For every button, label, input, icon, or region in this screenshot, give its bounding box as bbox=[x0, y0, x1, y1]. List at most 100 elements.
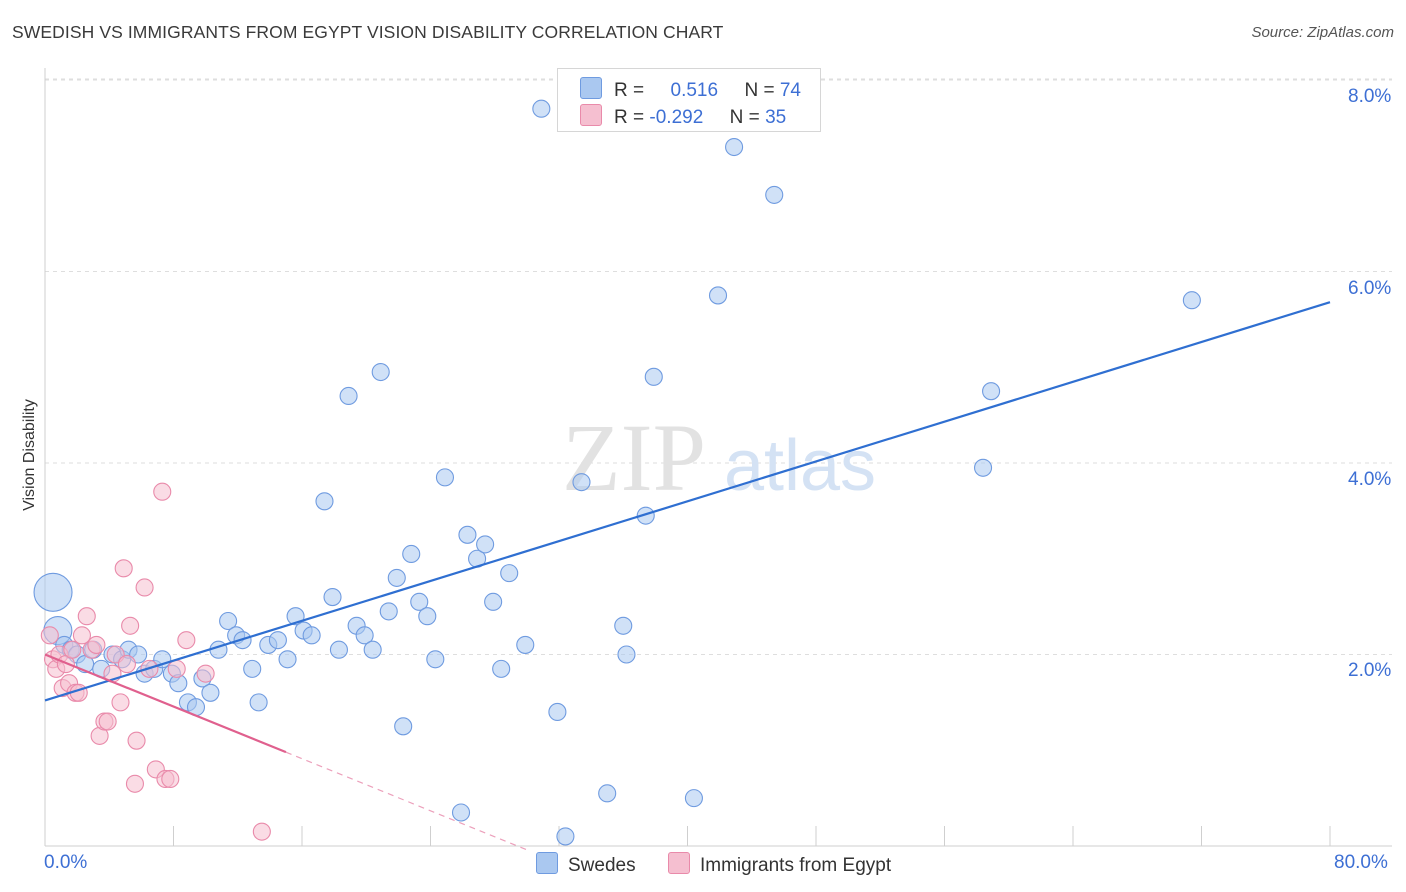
data-point-egypt-22 bbox=[121, 616, 140, 635]
data-point-swedes-35 bbox=[329, 640, 348, 659]
data-point-egypt-13 bbox=[87, 635, 106, 654]
data-point-swedes-29 bbox=[278, 650, 297, 669]
data-point-swedes-52 bbox=[476, 535, 495, 554]
legend-row-egypt: R = -0.292 N = 35 bbox=[580, 104, 786, 129]
data-point-egypt-24 bbox=[127, 731, 146, 750]
data-point-swedes-63 bbox=[617, 645, 636, 664]
data-point-swedes-50 bbox=[458, 525, 477, 544]
legend-r-label: R = bbox=[614, 80, 645, 101]
data-point-egypt-30 bbox=[161, 769, 180, 789]
data-point-swedes-22 bbox=[219, 611, 238, 631]
data-point-swedes-56 bbox=[516, 635, 535, 654]
y-tick-label-4: 4.0% bbox=[1348, 469, 1392, 490]
legend-label-egypt: Immigrants from Egypt bbox=[700, 855, 892, 876]
legend-item-egypt[interactable]: Immigrants from Egypt bbox=[668, 852, 891, 877]
legend-r-value: 0.516 bbox=[670, 80, 719, 101]
data-point-swedes-57 bbox=[532, 99, 551, 118]
egypt-swatch bbox=[668, 852, 690, 874]
legend-swatch-blue bbox=[580, 77, 602, 99]
data-point-swedes-32 bbox=[302, 626, 321, 645]
data-point-swedes-61 bbox=[598, 784, 617, 803]
data-point-swedes-25 bbox=[243, 659, 262, 678]
data-point-swedes-0 bbox=[33, 572, 73, 612]
data-point-egypt-25 bbox=[135, 578, 154, 597]
data-point-swedes-59 bbox=[556, 827, 575, 846]
data-point-swedes-69 bbox=[765, 185, 784, 204]
data-point-egypt-31 bbox=[167, 659, 186, 678]
chart-title: SWEDISH VS IMMIGRANTS FROM EGYPT VISION … bbox=[12, 22, 724, 42]
stats-legend: R = 0.516 N = 74 R = -0.292 N = 35 bbox=[557, 68, 821, 132]
data-point-swedes-41 bbox=[379, 602, 398, 621]
data-point-swedes-26 bbox=[249, 693, 268, 712]
data-point-swedes-66 bbox=[684, 789, 703, 808]
data-point-swedes-65 bbox=[644, 367, 663, 386]
y-tick-label-8: 8.0% bbox=[1348, 86, 1392, 107]
data-point-egypt-32 bbox=[177, 631, 196, 650]
svg-text:ZIP: ZIP bbox=[562, 404, 706, 511]
grid-lines bbox=[45, 78, 1392, 655]
data-point-egypt-16 bbox=[98, 712, 117, 731]
data-point-swedes-58 bbox=[548, 702, 567, 722]
data-point-swedes-43 bbox=[394, 717, 413, 736]
data-point-swedes-44 bbox=[402, 544, 421, 564]
data-point-egypt-7 bbox=[63, 640, 82, 659]
data-point-swedes-46 bbox=[418, 607, 437, 626]
legend-swatch-pink bbox=[580, 104, 602, 126]
legend-item-swedes[interactable]: Swedes bbox=[536, 852, 636, 877]
axes bbox=[44, 68, 1392, 847]
data-point-swedes-34 bbox=[323, 587, 342, 607]
data-point-swedes-49 bbox=[451, 803, 471, 822]
data-point-swedes-54 bbox=[492, 659, 511, 678]
legend-label-swedes: Swedes bbox=[568, 855, 636, 876]
data-point-egypt-28 bbox=[153, 482, 172, 501]
data-point-egypt-21 bbox=[117, 655, 136, 674]
data-point-swedes-42 bbox=[387, 568, 406, 587]
data-point-swedes-45 bbox=[410, 592, 429, 611]
data-point-swedes-60 bbox=[572, 473, 591, 492]
data-point-swedes-64 bbox=[636, 506, 655, 525]
x-tick-label-max: 80.0% bbox=[1334, 852, 1388, 873]
data-point-swedes-53 bbox=[484, 592, 503, 611]
data-point-swedes-39 bbox=[363, 640, 382, 659]
legend-n-value: 35 bbox=[765, 107, 787, 128]
y-tick-label-6: 6.0% bbox=[1348, 278, 1392, 299]
legend-r-value: -0.292 bbox=[649, 107, 704, 128]
data-point-swedes-62 bbox=[614, 616, 633, 635]
swedes-swatch bbox=[536, 852, 558, 874]
data-point-swedes-47 bbox=[426, 650, 445, 669]
data-point-swedes-28 bbox=[268, 631, 287, 650]
data-point-swedes-20 bbox=[201, 683, 220, 702]
data-point-egypt-0 bbox=[40, 626, 59, 645]
data-point-egypt-10 bbox=[72, 626, 91, 645]
data-point-egypt-23 bbox=[125, 774, 144, 793]
data-point-swedes-38 bbox=[355, 626, 374, 645]
data-point-egypt-11 bbox=[77, 607, 96, 626]
data-point-swedes-36 bbox=[339, 386, 358, 406]
data-point-swedes-40 bbox=[371, 362, 390, 382]
y-tick-label-2: 2.0% bbox=[1348, 660, 1392, 681]
data-point-swedes-48 bbox=[435, 468, 455, 487]
legend-r-label: R = bbox=[614, 107, 645, 128]
data-point-egypt-34 bbox=[252, 822, 271, 841]
data-point-swedes-71 bbox=[982, 382, 1001, 401]
legend-n-label: N = bbox=[744, 80, 775, 101]
data-point-egypt-19 bbox=[111, 693, 130, 712]
data-point-swedes-33 bbox=[315, 492, 334, 511]
data-point-egypt-33 bbox=[196, 664, 215, 683]
data-point-swedes-72 bbox=[1182, 291, 1201, 310]
trend-line-egypt bbox=[44, 653, 287, 754]
legend-row-swedes: R = 0.516 N = 74 bbox=[580, 77, 801, 102]
legend-n-value: 74 bbox=[779, 80, 801, 101]
chart-source: Source: ZipAtlas.com bbox=[1251, 24, 1394, 41]
trend-line-egypt-extension bbox=[285, 751, 528, 851]
data-point-swedes-68 bbox=[725, 137, 744, 157]
points-layer bbox=[33, 99, 1201, 846]
data-point-egypt-20 bbox=[114, 559, 133, 578]
legend-n-label: N = bbox=[729, 107, 760, 128]
data-point-swedes-55 bbox=[500, 564, 519, 583]
trend-line-swedes bbox=[44, 301, 1331, 702]
data-point-swedes-67 bbox=[708, 286, 728, 305]
x-tick-label-min: 0.0% bbox=[44, 852, 88, 873]
trend-lines bbox=[44, 301, 1331, 851]
